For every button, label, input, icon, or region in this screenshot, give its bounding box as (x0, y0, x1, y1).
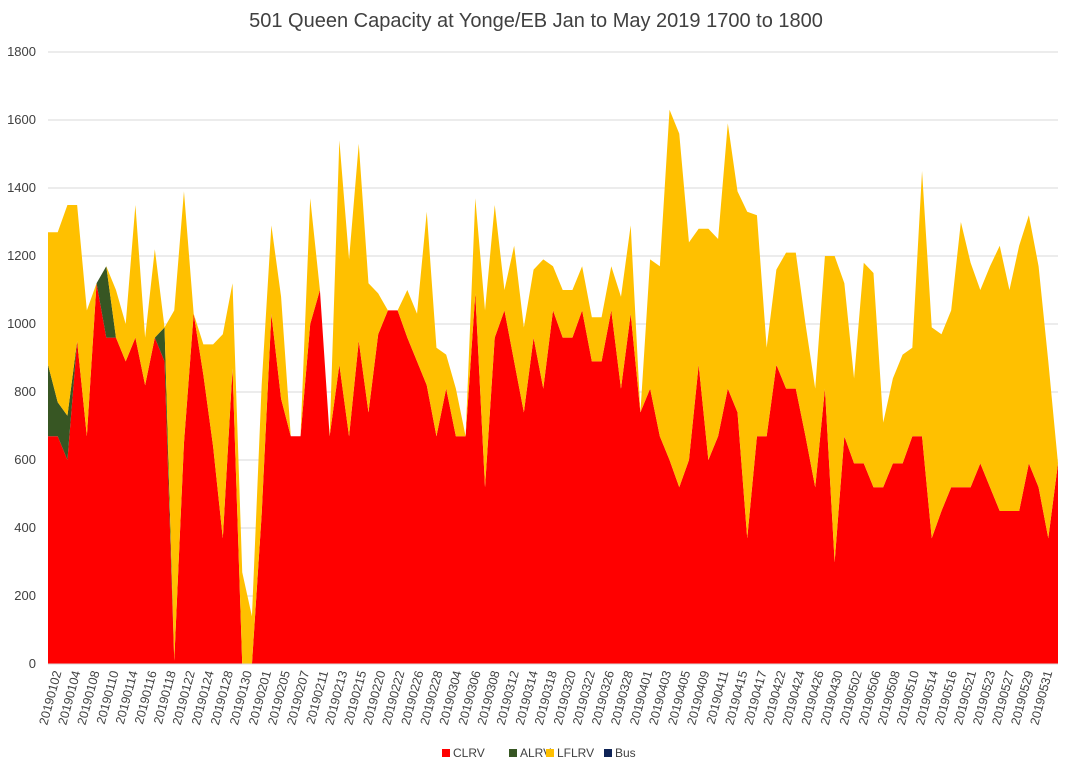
legend-label-clrv: CLRV (453, 746, 485, 760)
y-tick-label: 1800 (7, 44, 36, 59)
y-tick-label: 800 (14, 384, 36, 399)
area-clrv (48, 283, 1058, 664)
legend: CLRV ALRV LFLRV Bus (442, 746, 636, 760)
y-tick-label: 200 (14, 588, 36, 603)
area-lflrv (48, 109, 1058, 665)
y-tick-label: 600 (14, 452, 36, 467)
chart-title: 501 Queen Capacity at Yonge/EB Jan to Ma… (249, 10, 823, 32)
y-tick-label: 1400 (7, 180, 36, 195)
legend-label-alrv: ALRV (520, 746, 551, 760)
y-tick-label: 1000 (7, 316, 36, 331)
legend-label-lflrv: LFLRV (557, 746, 594, 760)
legend-swatch-alrv (509, 749, 517, 757)
y-tick-label: 400 (14, 520, 36, 535)
legend-swatch-lflrv (546, 749, 554, 757)
x-axis: 2019010220190104201901082019011020190114… (37, 663, 1058, 727)
legend-label-bus: Bus (615, 746, 636, 760)
legend-swatch-bus (604, 749, 612, 757)
plot-areas (48, 109, 1058, 665)
y-tick-label: 1600 (7, 112, 36, 127)
legend-swatch-clrv (442, 749, 450, 757)
y-tick-label: 0 (29, 656, 36, 671)
y-tick-label: 1200 (7, 248, 36, 263)
y-axis: 0 200 400 600 800 1000 1200 1400 1600 1800 (7, 44, 36, 671)
